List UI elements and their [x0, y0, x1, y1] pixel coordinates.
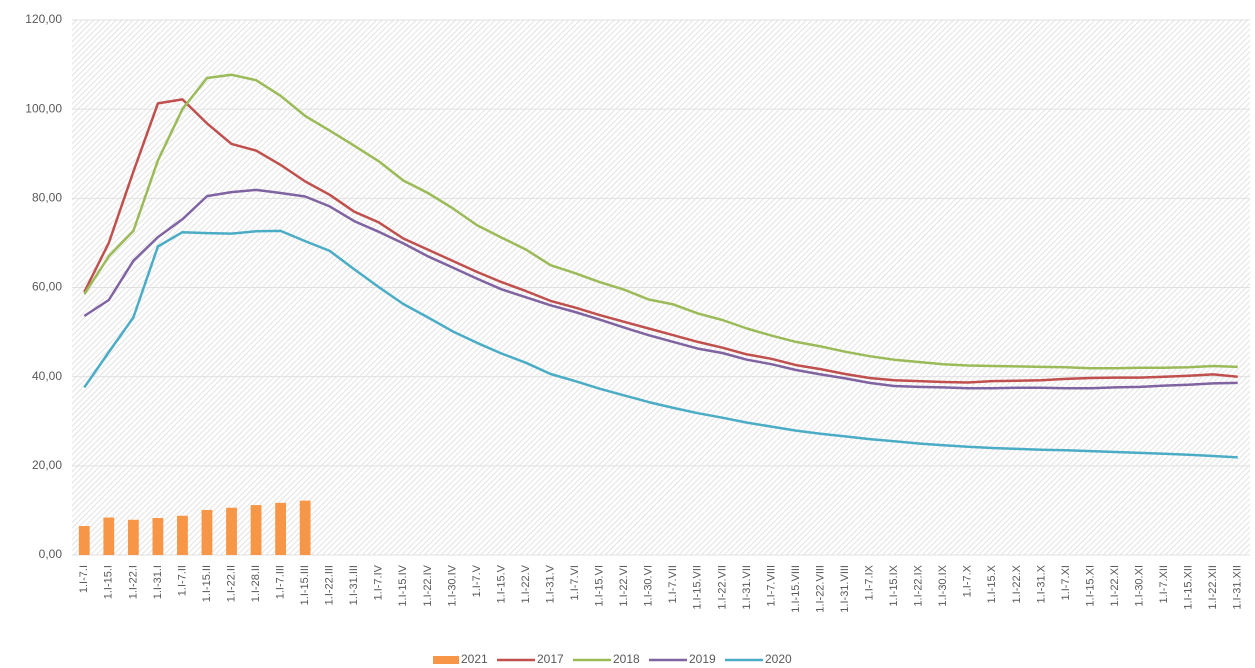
x-tick-label: 1.I-22.I	[127, 565, 139, 599]
bar	[201, 509, 213, 555]
x-tick-label: 1.I-31.VIII	[839, 565, 851, 613]
y-tick-label: 120,00	[25, 12, 62, 26]
x-tick-label: 1.I-22.VII	[716, 565, 728, 610]
x-tick-label: 1.I-22.III	[324, 565, 336, 605]
x-tick-label: 1.I-30.IX	[937, 564, 949, 606]
line	[83, 229, 1238, 459]
x-tick-label: 1.I-31.X	[1035, 564, 1047, 603]
x-tick-label: 1.I-22.V	[520, 564, 532, 603]
legend-label: 2021	[461, 652, 488, 666]
legend-label: 2018	[613, 652, 640, 666]
x-tick-label: 1.I-22.VIII	[814, 565, 826, 613]
x-tick-label: 1.I-22.II	[225, 565, 237, 602]
x-tick-label: 1.I-15.IX	[888, 564, 900, 606]
y-tick-label: 20,00	[32, 458, 62, 472]
x-tick-label: 1.I-31.XII	[1232, 565, 1244, 610]
x-tick-label: 1.I-28.II	[250, 565, 262, 602]
x-tick-label: 1.I-7.IX	[864, 564, 876, 600]
bar	[250, 505, 262, 555]
y-tick-label: 0,00	[39, 547, 63, 561]
x-tick-label: 1.I-30.IV	[446, 564, 458, 606]
x-tick-label: 1.I-31.V	[544, 564, 556, 603]
x-tick-label: 1.I-7.VI	[569, 565, 581, 600]
bar	[177, 515, 188, 555]
y-tick-label: 80,00	[32, 191, 62, 205]
x-tick-label: 1.I-15.XI	[1084, 565, 1096, 607]
x-tick-label: 1.I-31.VII	[741, 565, 753, 610]
x-tick-label: 1.I-7.I	[78, 565, 90, 593]
x-tick-label: 1.I-30.XI	[1133, 565, 1145, 607]
x-tick-label: 1.I-22.VI	[618, 565, 630, 607]
y-tick-label: 40,00	[32, 369, 62, 383]
legend-swatch	[433, 656, 459, 664]
x-tick-label: 1.I-7.X	[962, 564, 974, 597]
x-tick-label: 1.I-31.I	[152, 565, 164, 599]
x-tick-label: 1.I-7.IV	[373, 564, 385, 600]
bar	[299, 500, 311, 555]
x-tick-label: 1.I-30.VI	[643, 565, 655, 607]
x-tick-label: 1.I-15.V	[495, 564, 507, 603]
bar	[103, 517, 115, 555]
x-tick-label: 1.I-7.VII	[667, 565, 679, 604]
line	[83, 73, 1238, 370]
x-tick-label: 1.I-15.VI	[594, 565, 606, 607]
x-tick-label: 1.I-7.XII	[1158, 565, 1170, 604]
x-tick-label: 1.I-7.V	[471, 564, 483, 597]
x-tick-label: 1.I-22.XII	[1207, 565, 1219, 610]
x-tick-label: 1.I-22.X	[1011, 564, 1023, 603]
x-tick-label: 1.I-15.I	[103, 565, 115, 599]
x-tick-label: 1.I-15.VIII	[790, 565, 802, 613]
legend-label: 2019	[689, 652, 716, 666]
x-tick-label: 1.I-31.III	[348, 565, 360, 605]
x-tick-label: 1.I-15.II	[201, 565, 213, 602]
legend-label: 2020	[765, 652, 792, 666]
bar	[78, 526, 90, 555]
x-tick-label: 1.I-15.IV	[397, 564, 409, 606]
legend-label: 2017	[537, 652, 564, 666]
x-tick-label: 1.I-15.X	[986, 564, 998, 603]
bar	[127, 519, 139, 555]
x-tick-label: 1.I-7.VIII	[765, 565, 777, 607]
x-tick-label: 1.I-15.VII	[692, 565, 704, 610]
bar	[275, 502, 287, 555]
x-tick-label: 1.I-22.IX	[913, 564, 925, 606]
x-tick-label: 1.I-22.XI	[1109, 565, 1121, 607]
x-tick-label: 1.I-22.IV	[422, 564, 434, 606]
x-tick-label: 1.I-7.II	[176, 565, 188, 596]
bar	[226, 507, 237, 555]
y-tick-label: 100,00	[25, 101, 62, 115]
line	[83, 188, 1238, 390]
y-tick-label: 60,00	[32, 280, 62, 294]
x-tick-label: 1.I-7.III	[275, 565, 287, 599]
bar	[152, 517, 164, 555]
x-tick-label: 1.I-7.XI	[1060, 565, 1072, 600]
line	[83, 98, 1238, 384]
x-tick-label: 1.I-15.XII	[1183, 565, 1195, 610]
x-tick-label: 1.I-15.III	[299, 565, 311, 605]
